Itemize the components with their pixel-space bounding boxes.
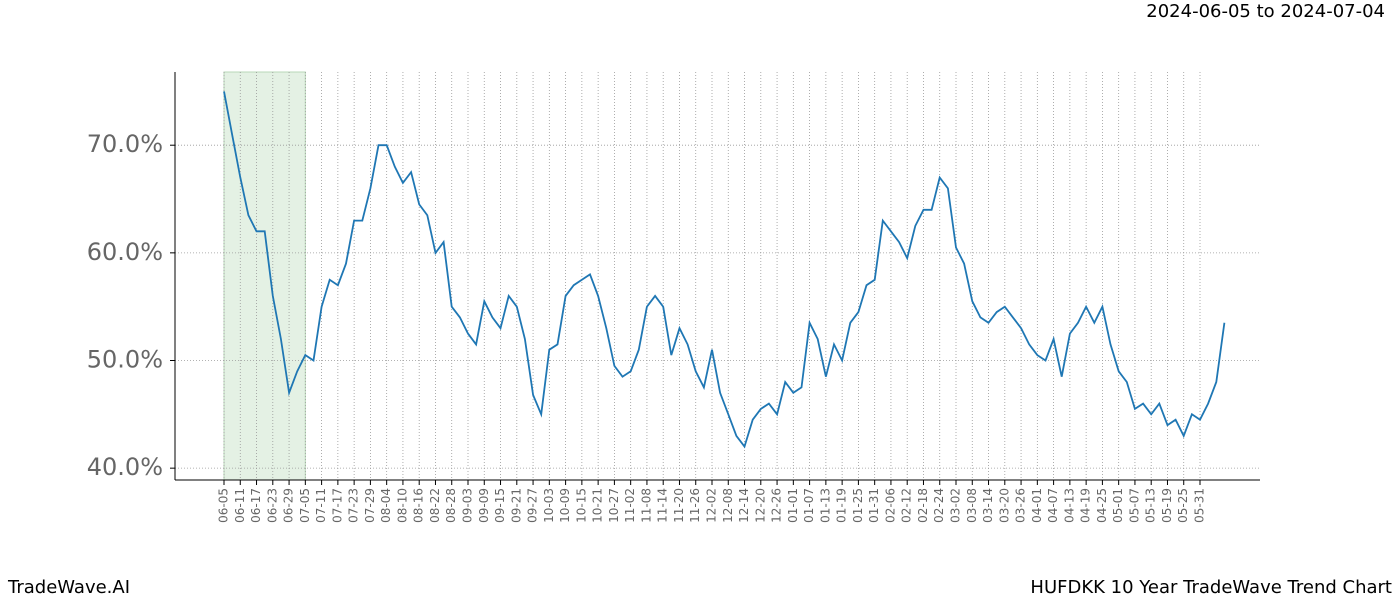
x-tick-label: 01-31 [867,488,881,523]
x-tick-label: 03-20 [997,488,1011,523]
x-tick-label: 05-07 [1127,488,1141,523]
x-tick-label: 08-10 [395,488,409,523]
x-tick-label: 05-31 [1193,488,1207,523]
x-tick-label: 07-29 [363,488,377,523]
x-tick-label: 05-25 [1176,488,1190,523]
x-tick-label: 04-01 [1030,488,1044,523]
x-tick-label: 01-19 [835,488,849,523]
x-tick-label: 11-26 [688,488,702,523]
y-tick-label: 60.0% [87,238,163,266]
x-tick-label: 02-12 [900,488,914,523]
x-tick-label: 09-03 [461,488,475,523]
x-tick-label: 09-09 [477,488,491,523]
x-tick-label: 08-16 [412,488,426,523]
x-tick-label: 04-13 [1062,488,1076,523]
x-tick-label: 03-08 [965,488,979,523]
x-tick-label: 11-02 [623,488,637,523]
date-range: 2024-06-05 to 2024-07-04 [1146,1,1385,22]
x-tick-label: 11-08 [639,488,653,523]
x-tick-label: 01-07 [802,488,816,523]
x-tick-label: 06-23 [265,488,279,523]
x-tick-label: 08-04 [379,488,393,523]
x-tick-label: 10-27 [607,488,621,523]
x-tick-label: 09-15 [493,488,507,523]
highlight-band [223,71,306,481]
x-tick-label: 07-05 [298,488,312,523]
brand: TradeWave.AI [7,577,130,598]
x-tick-label: 10-03 [542,488,556,523]
x-tick-label: 01-25 [851,488,865,523]
x-tick-label: 02-06 [883,488,897,523]
x-tick-label: 12-14 [737,488,751,523]
trend-line [223,91,1226,449]
y-tick-label: 70.0% [87,130,163,158]
x-tick-label: 03-14 [981,488,995,523]
x-tick-label: 02-24 [932,488,946,523]
x-tick-label: 12-02 [705,488,719,523]
x-tick-label: 09-21 [509,488,523,523]
y-tick-label: 40.0% [87,453,163,481]
x-tick-label: 08-22 [428,488,442,523]
chart-title: HUFDKK 10 Year TradeWave Trend Chart [1030,577,1392,598]
x-tick-label: 04-07 [1046,488,1060,523]
x-tick-label: 10-21 [591,488,605,523]
x-tick-label: 07-11 [314,488,328,523]
x-tick-label: 09-27 [526,488,540,523]
x-tick-label: 11-20 [672,488,686,523]
x-tick-label: 12-26 [770,488,784,523]
x-tick-label: 07-23 [347,488,361,523]
x-tick-label: 04-25 [1095,488,1109,523]
x-tick-label: 06-29 [282,488,296,523]
x-tick-label: 08-28 [444,488,458,523]
x-tick-label: 11-14 [656,488,670,523]
x-tick-label: 03-02 [949,488,963,523]
x-tick-label: 01-01 [786,488,800,523]
x-tick-label: 06-05 [217,488,231,523]
x-tick-label: 12-20 [753,488,767,523]
x-tick-label: 04-19 [1079,488,1093,523]
x-tick-label: 02-18 [916,488,930,523]
x-tick-label: 05-01 [1111,488,1125,523]
x-tick-label: 06-11 [233,488,247,523]
x-tick-label: 01-13 [818,488,832,523]
x-tick-label: 12-08 [721,488,735,523]
x-tick-label: 10-09 [558,488,572,523]
x-tick-label: 06-17 [249,488,263,523]
x-tick-label: 05-19 [1160,488,1174,523]
x-tick-label: 07-17 [330,488,344,523]
x-tick-label: 10-15 [574,488,588,523]
x-tick-label: 05-13 [1144,488,1158,523]
x-tick-label: 03-26 [1014,488,1028,523]
y-tick-label: 50.0% [87,346,163,374]
